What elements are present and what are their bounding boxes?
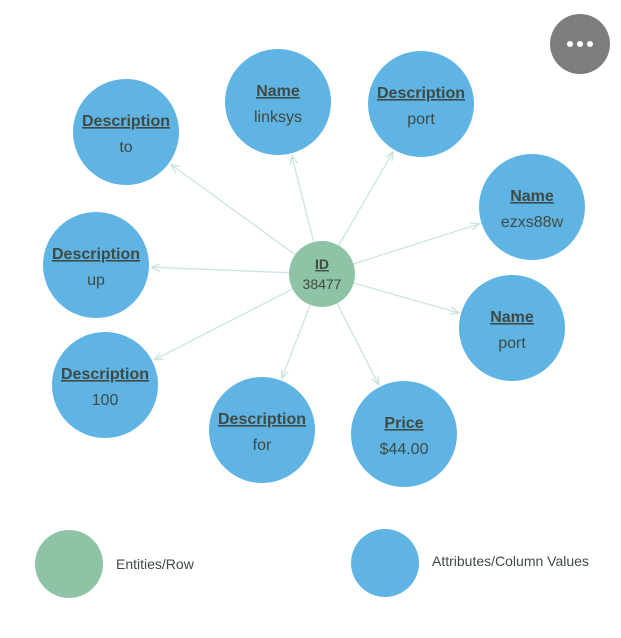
edge	[154, 288, 293, 360]
attribute-node[interactable]: Description up	[43, 212, 149, 318]
attribute-value: up	[87, 272, 105, 289]
attribute-node-circle	[479, 154, 585, 260]
edge	[353, 282, 459, 313]
attribute-key: Description	[218, 411, 306, 428]
attribute-key: Description	[82, 113, 170, 130]
attribute-key: Price	[384, 415, 423, 432]
legend-entity-swatch	[35, 530, 103, 598]
attribute-value: linksys	[254, 109, 302, 126]
attribute-node[interactable]: Price $44.00	[351, 381, 457, 487]
legend-attribute-swatch	[351, 529, 419, 597]
entity-node[interactable]: ID 38477	[289, 241, 355, 307]
attribute-key: Name	[256, 83, 300, 100]
attribute-node[interactable]: Description for	[209, 377, 315, 483]
edge	[282, 304, 311, 379]
attribute-node-circle	[209, 377, 315, 483]
attribute-value: ezxs88w	[501, 214, 564, 231]
attribute-node-circle	[368, 51, 474, 157]
attribute-node[interactable]: Name ezxs88w	[479, 154, 585, 260]
attribute-value: for	[253, 437, 272, 454]
attribute-node[interactable]: Description 100	[52, 332, 158, 438]
attribute-key: Name	[510, 188, 554, 205]
attribute-node[interactable]: Name port	[459, 275, 565, 381]
edge	[171, 164, 296, 256]
attribute-node[interactable]: Description port	[368, 51, 474, 157]
entity-node-circle	[289, 241, 355, 307]
attribute-node[interactable]: Description to	[73, 79, 179, 185]
attribute-node[interactable]: Name linksys	[225, 49, 331, 155]
attribute-key: Name	[490, 309, 534, 326]
entity-value: 38477	[303, 276, 342, 292]
attribute-value: port	[498, 335, 526, 352]
attribute-value: $44.00	[380, 441, 429, 458]
edge	[353, 224, 479, 265]
attribute-key: Description	[377, 85, 465, 102]
edge	[336, 303, 379, 385]
attribute-node-circle	[351, 381, 457, 487]
attribute-key: Description	[52, 246, 140, 263]
attribute-value: port	[407, 111, 435, 128]
more-options-button[interactable]	[550, 14, 610, 74]
attribute-value: 100	[92, 392, 119, 409]
edge	[338, 152, 394, 246]
attribute-key: Description	[61, 366, 149, 383]
legend-entity-label: Entities/Row	[116, 556, 194, 572]
edge	[151, 267, 290, 274]
attribute-value: to	[119, 139, 132, 156]
attribute-node-circle	[459, 275, 565, 381]
attribute-node-circle	[225, 49, 331, 155]
edge	[292, 155, 315, 243]
attribute-node-circle	[52, 332, 158, 438]
more-horizontal-icon	[567, 41, 573, 47]
entity-key: ID	[315, 256, 329, 272]
attribute-node-circle	[43, 212, 149, 318]
attribute-node-circle	[73, 79, 179, 185]
legend-attribute-label: Attributes/Column Values	[432, 553, 589, 569]
